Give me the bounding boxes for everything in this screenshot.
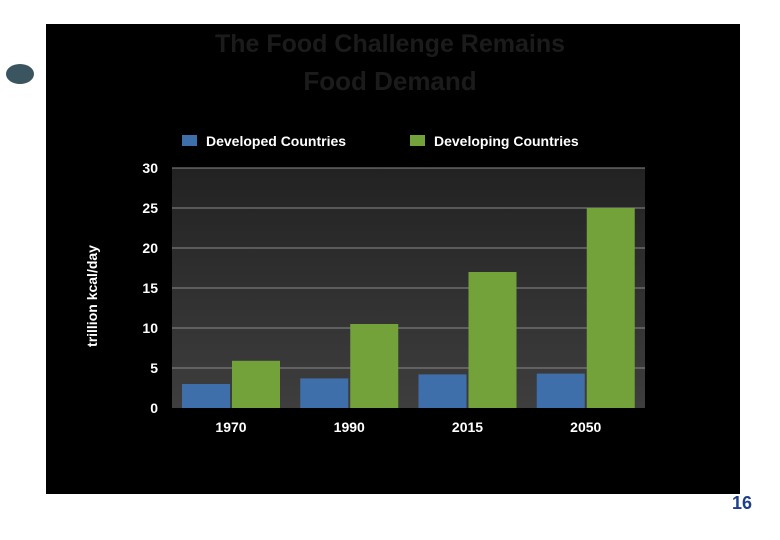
developed-bar-1970 — [182, 384, 230, 408]
chart-title: Food Demand — [303, 66, 477, 96]
y-tick-label: 30 — [142, 160, 158, 176]
developing-bar-2015 — [468, 272, 517, 408]
x-tick-label: 1970 — [215, 419, 246, 435]
x-tick-label: 1990 — [334, 419, 365, 435]
developing-bar-1970 — [232, 360, 280, 408]
developing-bar-1990 — [350, 324, 399, 408]
developed-bar-2015 — [418, 374, 467, 408]
y-axis-title: trillion kcal/day — [84, 245, 100, 347]
x-tick-label: 2015 — [452, 419, 483, 435]
y-tick-label: 0 — [150, 400, 158, 416]
y-tick-label: 15 — [142, 280, 158, 296]
y-tick-label: 5 — [150, 360, 158, 376]
legend-label-developing: Developing Countries — [434, 133, 579, 149]
legend-swatch-developing — [410, 135, 425, 146]
developed-bar-2050 — [536, 373, 585, 408]
page-number: 16 — [731, 493, 752, 513]
developing-bar-2050 — [586, 208, 635, 408]
slide-title: The Food Challenge Remains — [214, 30, 566, 58]
legend-swatch-developed — [182, 135, 197, 146]
y-tick-label: 25 — [142, 200, 158, 216]
developed-bar-1990 — [300, 378, 349, 408]
y-tick-label: 20 — [142, 240, 158, 256]
bullet-dot — [6, 64, 34, 84]
legend-label-developed: Developed Countries — [206, 133, 346, 149]
x-tick-label: 2050 — [570, 419, 601, 435]
y-tick-label: 10 — [142, 320, 158, 336]
